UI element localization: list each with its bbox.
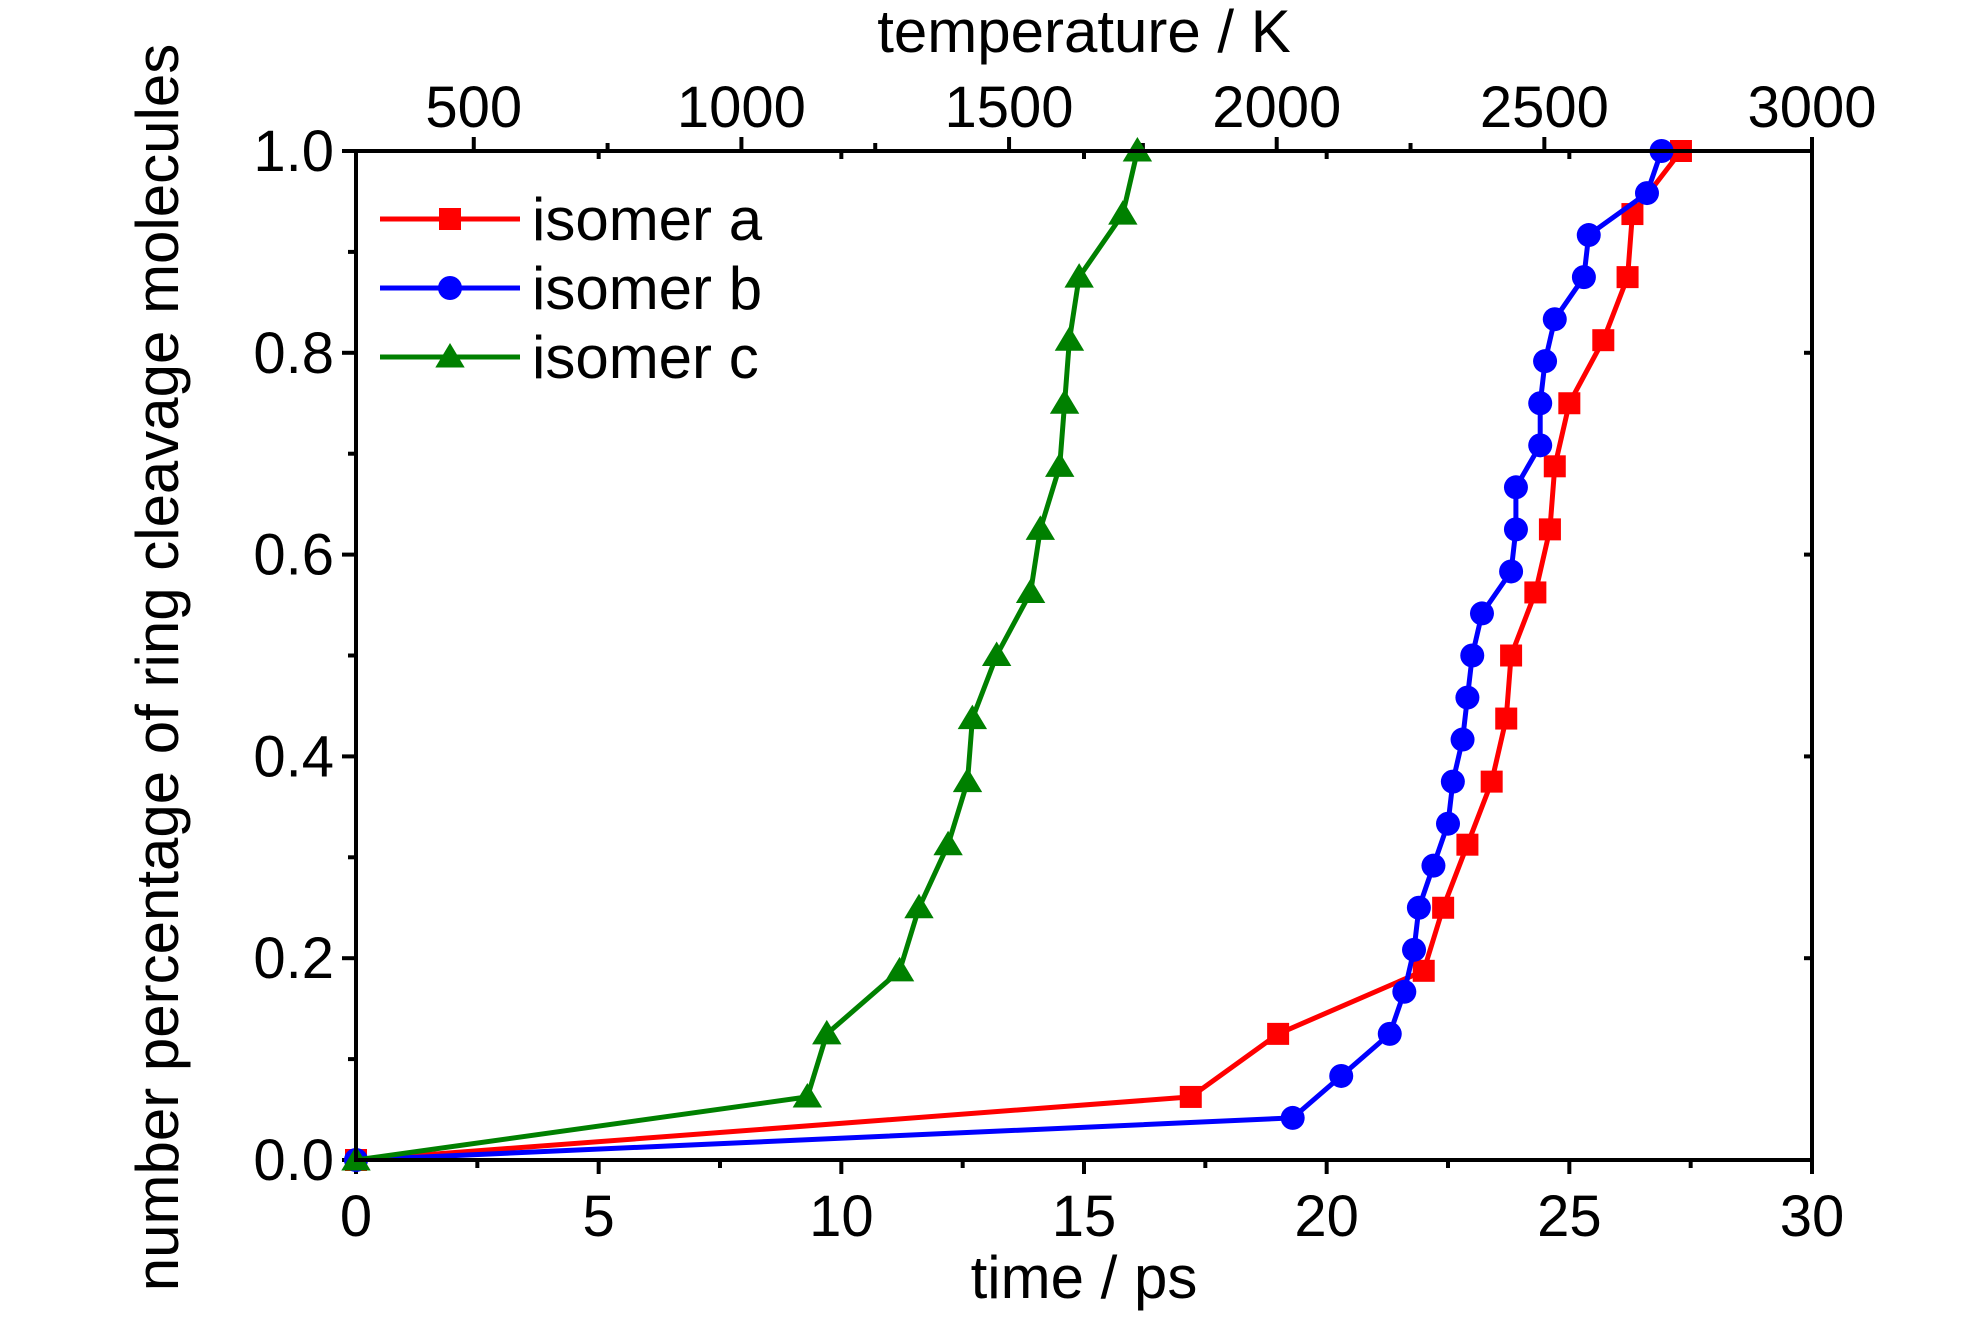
y-tick-label: 0.6 [253,523,334,588]
legend-label-isomer-a: isomer a [532,186,763,253]
legend-marker-isomer-a [439,208,461,230]
data-point-isomer-b [1542,307,1567,332]
legend-marker-isomer-c [435,343,465,368]
data-point-isomer-c [1108,200,1138,225]
x2-tick-label: 1000 [677,75,806,140]
data-point-isomer-a [1480,770,1503,793]
data-point-isomer-b [1280,1105,1305,1130]
data-point-isomer-a [1538,518,1561,541]
data-point-isomer-a [1524,581,1547,604]
legend-label-isomer-b: isomer b [532,255,762,322]
y-tick-label: 0.2 [253,926,334,991]
data-point-isomer-c [792,1082,823,1108]
legend-entry-isomer-c: isomer c [380,324,759,391]
data-point-isomer-b [1528,391,1553,416]
x2-tick-label: 2500 [1480,75,1609,140]
data-point-isomer-b [1499,559,1524,584]
x-tick-label: 5 [583,1184,615,1249]
x-tick-label: 30 [1780,1184,1845,1249]
plot-frame [354,149,1814,1162]
data-point-isomer-c [957,704,988,730]
data-point-isomer-b [1460,643,1485,668]
data-point-isomer-a [1543,455,1566,478]
data-point-isomer-b [1503,517,1528,542]
data-point-isomer-b [1392,979,1417,1004]
series-isomer-c [341,137,1153,1171]
data-point-isomer-a [1456,833,1479,856]
data-point-isomer-c [1045,452,1075,477]
x2-tick-label: 2000 [1212,75,1341,140]
x-tick-label: 25 [1537,1184,1602,1249]
data-point-isomer-b [1329,1063,1354,1088]
data-point-isomer-b [1533,349,1558,374]
data-point-isomer-a [1179,1085,1202,1108]
data-point-isomer-c [1015,578,1046,603]
data-point-isomer-b [1402,937,1427,962]
data-point-isomer-a [1412,959,1435,982]
x-tick-label: 10 [809,1184,874,1249]
legend-entry-isomer-a: isomer a [380,186,763,253]
x2-tick-label: 1500 [945,75,1074,140]
data-point-isomer-a [1267,1022,1290,1045]
data-point-isomer-a [1616,266,1639,289]
data-point-isomer-b [1440,769,1465,794]
x-tick-label: 15 [1052,1184,1117,1249]
data-point-isomer-b [1634,181,1659,206]
data-point-isomer-a [1500,644,1523,667]
y-tick-label: 0.4 [253,724,334,789]
x-axis-title: time / ps [971,1244,1198,1311]
data-point-isomer-a [1432,896,1455,919]
data-point-isomer-b [1571,265,1596,290]
data-point-isomer-b [1421,853,1446,878]
series-layer [341,137,1692,1172]
legend-label-isomer-c: isomer c [532,324,759,391]
data-point-isomer-c [1049,389,1080,414]
data-point-isomer-b [1436,811,1460,836]
x2-axis-title: temperature / K [877,0,1291,65]
data-point-isomer-b [1455,685,1480,710]
data-point-isomer-c [812,1019,842,1045]
data-point-isomer-b [1406,895,1431,920]
data-point-isomer-a [1592,329,1615,352]
data-point-isomer-b [1528,433,1553,458]
x2-tick-label: 500 [425,75,522,140]
legend-marker-isomer-b [438,276,462,300]
labels-layer: 0 5 10 15 20 25 30 0.0 0.2 0.4 0.6 0.8 1.0 500 1000 150… [124,0,1877,1311]
data-point-isomer-a [1558,392,1581,415]
data-point-isomer-c [1054,326,1085,351]
y-tick-label: 0.0 [253,1128,334,1193]
data-point-isomer-c [884,956,915,982]
data-point-isomer-a [1495,707,1518,730]
x2-tick-label: 3000 [1747,75,1876,140]
data-point-isomer-c [952,767,983,793]
y-axis-title: number percentage of ring cleavage molec… [124,44,191,1291]
y-tick-label: 0.8 [253,321,334,386]
series-isomer-b [344,139,1674,1172]
y-tick-label: 1.0 [253,119,334,184]
data-point-isomer-b [1469,601,1494,626]
data-point-isomer-b [1503,475,1528,500]
x-tick-label: 20 [1294,1184,1359,1249]
data-point-isomer-b [1450,727,1475,752]
data-point-isomer-b [1377,1021,1402,1046]
data-point-isomer-c [981,641,1012,666]
legend-entry-isomer-b: isomer b [380,255,762,322]
data-point-isomer-c [904,893,934,919]
data-point-isomer-b [1576,223,1601,248]
data-point-isomer-c [1025,515,1056,540]
x-tick-label: 0 [340,1184,372,1249]
data-point-isomer-c [933,830,963,856]
data-point-isomer-c [1064,263,1094,288]
